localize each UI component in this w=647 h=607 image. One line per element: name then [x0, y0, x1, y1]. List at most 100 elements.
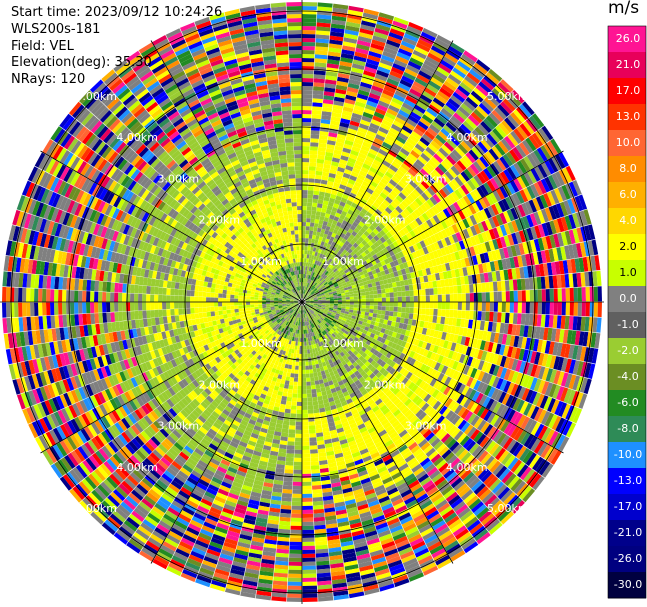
velocity-gate	[408, 222, 416, 230]
velocity-gate	[537, 210, 546, 224]
velocity-gate	[426, 228, 434, 237]
velocity-gate	[298, 373, 302, 378]
velocity-gate	[312, 368, 317, 374]
velocity-gate	[333, 96, 345, 103]
velocity-gate	[389, 243, 396, 250]
velocity-gate	[402, 144, 413, 153]
velocity-gate	[373, 305, 378, 310]
velocity-gate	[316, 158, 325, 164]
velocity-gate	[491, 388, 500, 400]
velocity-gate	[304, 345, 307, 350]
velocity-gate	[392, 120, 404, 129]
velocity-gate	[361, 251, 367, 258]
velocity-gate	[465, 152, 476, 164]
velocity-gate	[354, 329, 359, 334]
velocity-gate	[447, 193, 457, 204]
velocity-gate	[311, 285, 315, 290]
velocity-gate	[291, 401, 297, 406]
velocity-gate	[382, 333, 388, 340]
velocity-gate	[285, 461, 294, 466]
velocity-gate	[412, 200, 420, 209]
velocity-gate	[420, 94, 433, 104]
velocity-gate	[333, 307, 338, 310]
velocity-gate	[384, 329, 390, 335]
velocity-gate	[406, 232, 413, 240]
velocity-gate	[339, 314, 344, 318]
velocity-gate	[489, 130, 501, 143]
velocity-gate	[387, 267, 394, 274]
velocity-gate	[288, 561, 302, 566]
velocity-gate	[597, 302, 602, 318]
velocity-gate	[337, 218, 344, 224]
velocity-gate	[417, 206, 425, 215]
velocity-gate	[584, 316, 590, 332]
velocity-gate	[429, 217, 437, 226]
velocity-gate	[480, 170, 490, 182]
velocity-gate	[533, 302, 538, 314]
velocity-gate	[351, 284, 357, 289]
velocity-gate	[331, 289, 337, 292]
velocity-gate	[306, 292, 310, 296]
velocity-gate	[421, 114, 434, 124]
velocity-gate	[437, 131, 449, 142]
velocity-gate	[422, 165, 432, 175]
velocity-gate	[373, 235, 380, 242]
velocity-gate	[441, 198, 450, 208]
velocity-gate	[324, 309, 329, 312]
velocity-gate	[460, 171, 470, 182]
velocity-gate	[316, 294, 321, 297]
velocity-gate	[322, 204, 328, 210]
velocity-gate	[448, 225, 456, 235]
velocity-gate	[347, 285, 353, 290]
velocity-gate	[477, 370, 485, 382]
velocity-gate	[393, 157, 403, 166]
velocity-gate	[310, 285, 314, 289]
velocity-gate	[292, 361, 296, 366]
velocity-gate	[471, 65, 486, 78]
velocity-gate	[304, 296, 308, 300]
velocity-gate	[345, 271, 351, 276]
velocity-gate	[473, 223, 482, 235]
velocity-gate	[378, 342, 384, 348]
velocity-gate	[514, 218, 523, 232]
velocity-gate	[465, 387, 474, 398]
velocity-gate	[560, 372, 569, 387]
velocity-gate	[339, 61, 353, 68]
velocity-gate	[457, 285, 462, 294]
velocity-gate	[549, 302, 554, 315]
velocity-gate	[332, 256, 338, 262]
velocity-gate	[444, 218, 452, 228]
velocity-gate	[506, 166, 517, 180]
velocity-gate	[313, 297, 318, 300]
velocity-gate	[297, 393, 302, 398]
velocity-gate	[432, 193, 441, 203]
velocity-gate	[553, 302, 558, 315]
velocity-gate	[311, 206, 317, 212]
velocity-gate	[319, 187, 326, 193]
velocity-gate	[431, 322, 437, 330]
velocity-gate	[385, 292, 390, 298]
velocity-gate	[459, 396, 469, 407]
velocity-gate	[303, 262, 307, 267]
velocity-gate	[535, 326, 541, 339]
velocity-gate	[496, 354, 503, 366]
velocity-gate	[302, 469, 311, 474]
velocity-gate	[539, 263, 545, 277]
velocity-gate	[447, 216, 456, 226]
velocity-gate	[323, 289, 328, 293]
velocity-gate	[397, 327, 403, 334]
velocity-gate	[309, 230, 314, 235]
velocity-gate	[389, 325, 395, 332]
velocity-gate	[339, 269, 344, 274]
velocity-gate	[554, 154, 566, 169]
velocity-gate	[310, 214, 316, 219]
velocity-gate	[329, 297, 334, 299]
velocity-gate	[506, 382, 515, 395]
velocity-gate	[564, 215, 573, 230]
velocity-gate	[322, 99, 334, 105]
velocity-gate	[322, 220, 328, 226]
velocity-gate	[510, 426, 521, 439]
velocity-gate	[337, 250, 343, 256]
velocity-gate	[326, 314, 331, 318]
velocity-gate	[491, 109, 504, 123]
